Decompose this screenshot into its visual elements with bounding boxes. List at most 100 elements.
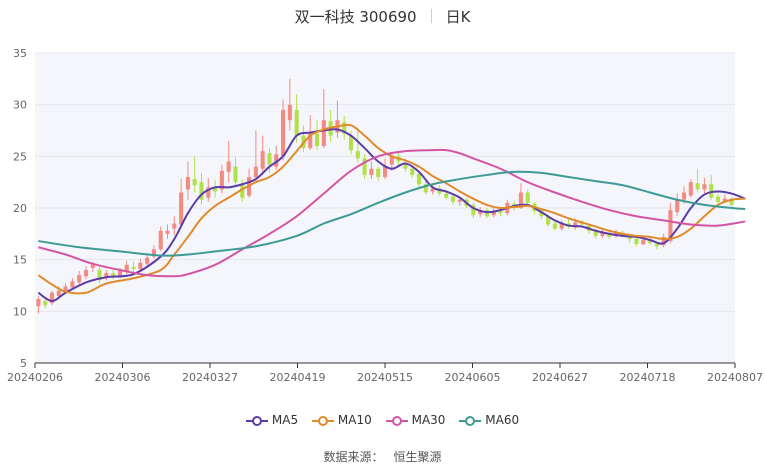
legend-item-ma10[interactable]: MA10 [311, 413, 372, 427]
candle[interactable] [715, 193, 721, 204]
candle[interactable] [355, 127, 360, 163]
candle[interactable] [416, 170, 422, 188]
candle-body [525, 192, 530, 203]
candle-body [552, 223, 557, 229]
x-tick-label: 20240807 [707, 371, 763, 384]
candle-body [70, 281, 75, 288]
candle[interactable] [559, 220, 564, 231]
candle[interactable] [111, 270, 116, 280]
candle-body [709, 184, 714, 198]
candle-body [376, 168, 381, 177]
legend-item-ma30[interactable]: MA30 [385, 413, 445, 427]
candle-body [111, 273, 116, 277]
candle[interactable] [138, 258, 143, 272]
candle-body [281, 109, 286, 157]
candle[interactable] [287, 78, 292, 131]
candle-body [729, 198, 734, 205]
candle-body [287, 104, 292, 121]
candle-body [77, 275, 82, 283]
candle[interactable] [362, 154, 367, 180]
candle-body [423, 184, 428, 193]
candle[interactable] [77, 271, 82, 285]
candle[interactable] [83, 265, 89, 280]
candle[interactable] [423, 181, 428, 195]
line-ma5 [37, 128, 746, 303]
candle[interactable] [552, 221, 557, 231]
candle[interactable] [97, 266, 102, 284]
candle-body [104, 273, 109, 279]
candle[interactable] [484, 208, 489, 219]
candle[interactable] [661, 233, 666, 248]
candle-body [675, 199, 680, 213]
candle[interactable] [342, 116, 347, 140]
candle-body [145, 257, 150, 264]
candle[interactable] [675, 193, 680, 217]
candle[interactable] [43, 297, 48, 309]
candle[interactable] [233, 157, 238, 188]
candle-body [478, 210, 483, 215]
candle-body [546, 216, 551, 225]
candle-body [355, 151, 360, 159]
candle[interactable] [729, 196, 734, 207]
candle[interactable] [382, 158, 388, 180]
candle-body [206, 187, 211, 198]
candle[interactable] [430, 184, 435, 195]
candle[interactable] [525, 189, 530, 206]
candle[interactable] [267, 148, 272, 173]
candle[interactable] [607, 230, 612, 239]
candle[interactable] [253, 130, 258, 182]
candle[interactable] [165, 224, 170, 239]
candle-body [348, 135, 354, 151]
candle-body [661, 236, 666, 246]
candle[interactable] [450, 194, 455, 205]
candle[interactable] [49, 290, 55, 306]
candle[interactable] [213, 180, 218, 198]
candle[interactable] [478, 206, 483, 218]
candle[interactable] [260, 135, 265, 175]
candle[interactable] [281, 99, 286, 161]
candle[interactable] [688, 179, 693, 198]
legend-item-ma60[interactable]: MA60 [459, 413, 519, 427]
legend-marker-ma30 [385, 416, 408, 426]
candle[interactable] [104, 270, 109, 281]
candle[interactable] [179, 179, 184, 227]
candle[interactable] [36, 295, 41, 314]
candle-body [634, 239, 639, 245]
legend: MA5 MA10 MA30 MA60 [0, 413, 765, 427]
candle[interactable] [634, 236, 639, 247]
candle-body [668, 210, 673, 242]
candle-body [498, 211, 503, 214]
candle[interactable] [151, 245, 156, 259]
candle[interactable] [158, 226, 163, 252]
candle[interactable] [131, 261, 136, 273]
legend-label: MA60 [485, 413, 520, 427]
candle[interactable] [219, 164, 224, 194]
candle-body [219, 170, 224, 190]
candle[interactable] [471, 202, 476, 219]
candle[interactable] [226, 140, 231, 183]
candle-body [607, 232, 612, 237]
x-tick-label: 20240718 [620, 371, 676, 384]
y-tick-label: 5 [20, 357, 27, 370]
candle[interactable] [192, 156, 197, 193]
candle[interactable] [702, 178, 707, 194]
candle[interactable] [709, 174, 714, 200]
candle[interactable] [491, 208, 496, 218]
candle[interactable] [376, 166, 381, 182]
candle-body [715, 196, 721, 202]
candle[interactable] [199, 172, 204, 205]
candle[interactable] [70, 278, 75, 290]
candle-body [444, 193, 449, 198]
candle[interactable] [274, 146, 279, 170]
candle[interactable] [315, 120, 320, 151]
line-ma10 [37, 123, 746, 295]
y-tick-label: 25 [13, 150, 27, 163]
candle[interactable] [172, 216, 177, 235]
candle[interactable] [321, 89, 326, 149]
candle-body [36, 298, 41, 307]
candle[interactable] [695, 168, 700, 193]
candle[interactable] [185, 161, 190, 200]
candle[interactable] [369, 161, 374, 180]
legend-item-ma5[interactable]: MA5 [245, 413, 298, 427]
candle[interactable] [145, 253, 150, 266]
